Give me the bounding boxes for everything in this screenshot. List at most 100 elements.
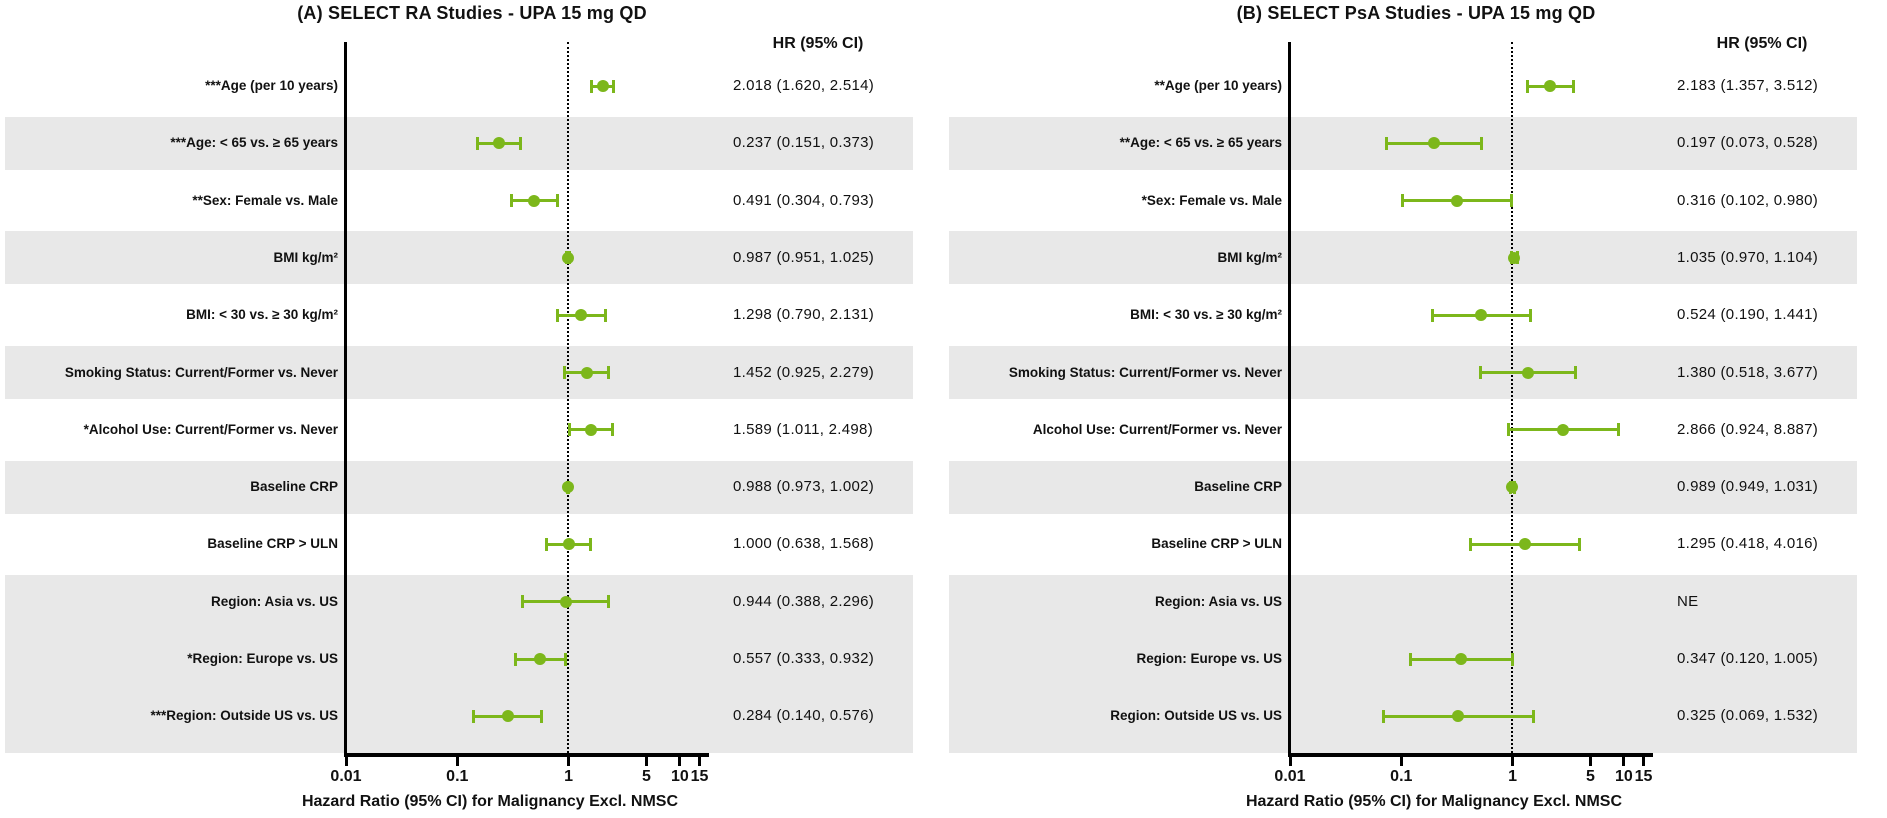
row-label: Smoking Status: Current/Former vs. Never: [64, 364, 338, 380]
ci-cap: [1525, 79, 1529, 93]
row-label: Baseline CRP: [250, 479, 338, 495]
ci-cap: [590, 79, 594, 93]
x-axis-tick-label: 5: [641, 768, 651, 785]
hr-ci-column-header: HR (95% CI): [1716, 35, 1808, 52]
row-label: *Sex: Female vs. Male: [1141, 192, 1282, 208]
x-axis-title: Hazard Ratio (95% CI) for Malignancy Exc…: [301, 793, 679, 810]
x-axis-tick-label: 0.01: [1274, 768, 1306, 785]
ci-cap: [606, 366, 610, 379]
ci-cap: [1571, 79, 1575, 93]
hr-point-marker: [1428, 137, 1441, 150]
ci-cap: [567, 423, 571, 437]
row-label: Baseline CRP: [1194, 479, 1282, 495]
x-axis-tick-label: 10: [670, 768, 689, 785]
row-label: Region: Outside US vs. US: [1110, 708, 1282, 724]
hr-ci-value: 1.589 (1.011, 2.498): [733, 420, 873, 438]
hr-ci-value: 1.380 (0.518, 3.677): [1677, 363, 1819, 381]
hr-ci-value: 1.000 (0.638, 1.568): [733, 535, 875, 553]
ci-cap: [1531, 709, 1535, 723]
ci-cap: [611, 423, 615, 437]
x-axis-tick: [455, 756, 459, 766]
hr-point-marker: [575, 309, 588, 322]
hr-ci-value: 0.491 (0.304, 0.793): [733, 191, 875, 209]
ci-cap: [1616, 423, 1620, 437]
x-axis-tick-label: 1: [1508, 768, 1518, 785]
row-shading-band: [949, 575, 1857, 753]
x-axis-tick-label: 0.1: [446, 768, 469, 785]
row-label: BMI kg/m²: [1217, 249, 1282, 265]
row-shading-band: [5, 116, 913, 170]
hr-ci-value: 0.944 (0.388, 2.296): [733, 592, 875, 610]
hr-ci-value: 0.347 (0.120, 1.005): [1677, 650, 1819, 667]
hr-ci-value: 0.237 (0.151, 0.373): [733, 134, 875, 152]
row-shading-band: [949, 346, 1857, 399]
reference-line-hr1: [1511, 42, 1513, 753]
ci-cap: [1510, 194, 1514, 208]
ci-cap: [509, 194, 513, 208]
ci-cap: [563, 652, 567, 666]
x-axis-tick: [1622, 756, 1626, 766]
x-axis-line: [1288, 753, 1653, 757]
hr-point-marker: [501, 710, 514, 723]
ci-cap: [1479, 366, 1483, 379]
row-label: ***Region: Outside US vs. US: [150, 708, 338, 724]
hr-point-marker: [493, 137, 505, 150]
ci-cap: [563, 366, 567, 379]
x-axis-title: Hazard Ratio (95% CI) for Malignancy Exc…: [1245, 793, 1623, 810]
ci-cap: [1507, 423, 1511, 437]
panel-select-ra: (A) SELECT RA Studies - UPA 15 mg QD HR …: [5, 3, 913, 810]
ci-cap: [1480, 136, 1484, 150]
reference-line-hr1: [567, 42, 569, 753]
ci-cap: [1400, 194, 1404, 208]
row-shading-band: [5, 346, 913, 399]
hr-point-marker: [1506, 481, 1519, 494]
hr-ci-value: 0.197 (0.073, 0.528): [1677, 134, 1819, 152]
hr-ci-value: 2.866 (0.924, 8.887): [1677, 420, 1819, 438]
hr-ci-value: 1.452 (0.925, 2.279): [733, 363, 875, 381]
hr-ci-value: 0.987 (0.951, 1.025): [733, 248, 875, 266]
ci-cap: [475, 136, 479, 150]
row-label: ***Age (per 10 years): [205, 78, 338, 93]
x-axis-tick: [344, 756, 348, 766]
hr-ci-value: 0.325 (0.069, 1.532): [1677, 707, 1819, 725]
row-label: Region: Asia vs. US: [210, 593, 338, 609]
hr-ci-value: 2.183 (1.357, 3.512): [1677, 77, 1819, 94]
hr-point-marker: [528, 194, 541, 207]
hr-ci-value: 0.989 (0.949, 1.031): [1677, 478, 1819, 496]
x-axis-tick-label: 5: [1585, 768, 1595, 785]
ci-cap: [1511, 652, 1515, 666]
ci-cap: [1574, 366, 1578, 379]
x-axis-tick: [1288, 756, 1292, 766]
hr-point-marker: [561, 251, 574, 264]
ci-cap: [540, 709, 544, 723]
hr-point-marker: [1522, 366, 1535, 379]
hr-ci-value: 0.316 (0.102, 0.980): [1677, 191, 1819, 209]
ci-cap: [1384, 136, 1388, 150]
row-shading-band: [5, 575, 913, 753]
x-axis-tick-label: 0.1: [1390, 768, 1413, 785]
hr-point-marker: [1557, 423, 1570, 436]
row-shading-band: [949, 231, 1857, 285]
x-axis-tick-label: 15: [1634, 768, 1653, 785]
ci-cap: [513, 652, 517, 666]
row-label: BMI: < 30 vs. ≥ 30 kg/m²: [1130, 307, 1282, 323]
row-label: **Age: < 65 vs. ≥ 65 years: [1119, 135, 1282, 151]
hr-point-marker: [596, 80, 609, 92]
row-label: Region: Europe vs. US: [1136, 651, 1282, 666]
hr-point-marker: [1519, 538, 1532, 551]
ci-cap: [1381, 709, 1385, 723]
ci-cap: [588, 537, 592, 551]
hr-ci-value: 0.524 (0.190, 1.441): [1677, 306, 1819, 324]
x-axis-tick-label: 10: [1614, 768, 1633, 785]
row-label: Smoking Status: Current/Former vs. Never: [1008, 364, 1282, 380]
x-axis-tick: [1641, 756, 1645, 766]
row-label: BMI: < 30 vs. ≥ 30 kg/m²: [186, 307, 338, 323]
row-label: Region: Asia vs. US: [1154, 593, 1282, 609]
ci-cap: [611, 79, 615, 93]
panel-a-title: (A) SELECT RA Studies - UPA 15 mg QD: [297, 3, 647, 23]
ci-cap: [1408, 652, 1412, 666]
ci-cap: [1430, 308, 1434, 322]
row-label: **Age (per 10 years): [1154, 78, 1282, 93]
hr-point-marker: [1508, 251, 1521, 264]
